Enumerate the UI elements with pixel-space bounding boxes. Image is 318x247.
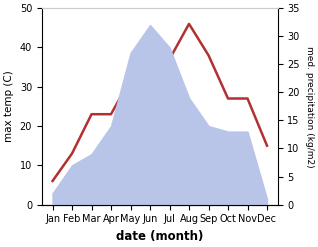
Y-axis label: med. precipitation (kg/m2): med. precipitation (kg/m2) bbox=[305, 45, 314, 167]
Y-axis label: max temp (C): max temp (C) bbox=[4, 70, 14, 142]
X-axis label: date (month): date (month) bbox=[116, 230, 204, 243]
